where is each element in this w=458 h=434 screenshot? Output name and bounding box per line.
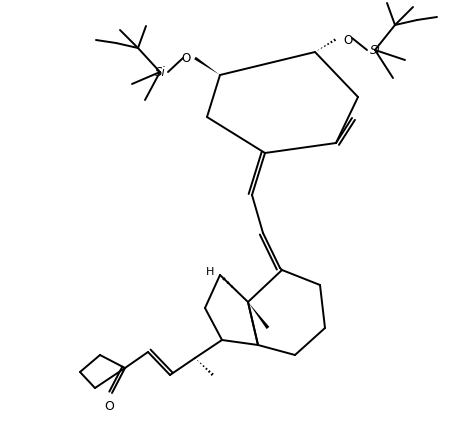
Text: O: O — [181, 53, 191, 66]
Polygon shape — [248, 302, 269, 329]
Text: O: O — [104, 400, 114, 412]
Polygon shape — [194, 57, 220, 75]
Text: Si: Si — [155, 66, 165, 79]
Text: O: O — [344, 33, 353, 46]
Text: Si: Si — [370, 43, 381, 56]
Text: H: H — [206, 267, 214, 277]
